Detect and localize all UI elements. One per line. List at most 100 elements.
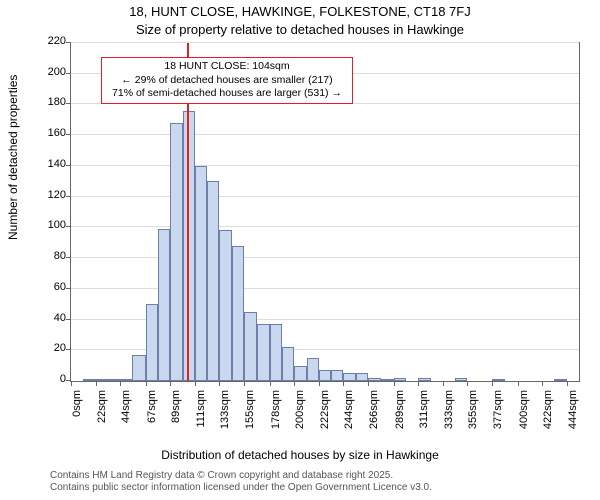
x-tick-label: 133sqm [219, 390, 231, 430]
x-tick-label: 400sqm [518, 390, 530, 430]
x-tick-label: 444sqm [567, 390, 579, 430]
histogram-bar [257, 324, 269, 381]
x-tick-mark [244, 382, 245, 386]
chart-container: { "title_line1": "18, HUNT CLOSE, HAWKIN… [0, 0, 600, 500]
gridline [71, 42, 579, 43]
y-tick-mark [66, 196, 70, 197]
x-tick-mark [343, 382, 344, 386]
x-tick-mark [443, 382, 444, 386]
x-tick-label: 89sqm [170, 390, 182, 430]
histogram-bar [219, 230, 231, 381]
x-tick-label: 355sqm [467, 390, 479, 430]
x-tick-label: 333sqm [443, 390, 455, 430]
x-tick-label: 44sqm [120, 390, 132, 430]
x-tick-label: 377sqm [492, 390, 504, 430]
x-tick-mark [319, 382, 320, 386]
histogram-bar [170, 123, 182, 381]
histogram-bar [270, 324, 282, 381]
chart-title-line1: 18, HUNT CLOSE, HAWKINGE, FOLKESTONE, CT… [0, 4, 600, 19]
x-tick-mark [368, 382, 369, 386]
x-tick-mark [219, 382, 220, 386]
y-tick-label: 120 [36, 189, 66, 201]
annotation-line3: 71% of semi-detached houses are larger (… [107, 87, 347, 101]
histogram-bar [554, 379, 566, 381]
x-tick-mark [170, 382, 171, 386]
y-tick-mark [66, 42, 70, 43]
histogram-bar [132, 355, 145, 381]
x-tick-label: 67sqm [146, 390, 158, 430]
chart-title-line2: Size of property relative to detached ho… [0, 22, 600, 37]
histogram-bar [455, 378, 467, 381]
y-tick-label: 20 [36, 342, 66, 354]
y-tick-mark [66, 226, 70, 227]
x-tick-mark [467, 382, 468, 386]
y-tick-mark [66, 134, 70, 135]
y-tick-label: 100 [36, 219, 66, 231]
y-tick-label: 180 [36, 96, 66, 108]
histogram-bar [232, 246, 244, 381]
x-tick-mark [394, 382, 395, 386]
x-tick-label: 422sqm [542, 390, 554, 430]
histogram-bar [195, 166, 207, 381]
y-tick-label: 160 [36, 127, 66, 139]
x-tick-mark [542, 382, 543, 386]
x-tick-mark [418, 382, 419, 386]
y-tick-mark [66, 349, 70, 350]
histogram-bar [368, 378, 381, 381]
histogram-bar [356, 373, 368, 381]
gridline [71, 134, 579, 135]
y-tick-mark [66, 288, 70, 289]
histogram-bar [492, 379, 505, 381]
y-tick-mark [66, 73, 70, 74]
footer-attribution: Contains HM Land Registry data © Crown c… [50, 470, 432, 494]
footer-line2: Contains public sector information licen… [50, 482, 432, 494]
annotation-box: 18 HUNT CLOSE: 104sqm← 29% of detached h… [101, 57, 353, 104]
x-tick-mark [567, 382, 568, 386]
x-tick-mark [146, 382, 147, 386]
x-tick-mark [195, 382, 196, 386]
x-axis-label: Distribution of detached houses by size … [0, 448, 600, 462]
y-tick-label: 80 [36, 250, 66, 262]
histogram-bar [146, 304, 158, 381]
y-tick-mark [66, 103, 70, 104]
histogram-bar [381, 379, 393, 381]
x-tick-mark [120, 382, 121, 386]
x-tick-label: 178sqm [270, 390, 282, 430]
x-tick-label: 266sqm [368, 390, 380, 430]
y-tick-label: 200 [36, 66, 66, 78]
x-tick-label: 0sqm [71, 390, 83, 430]
y-tick-label: 0 [36, 373, 66, 385]
y-tick-mark [66, 319, 70, 320]
x-tick-mark [492, 382, 493, 386]
y-tick-label: 140 [36, 158, 66, 170]
y-tick-label: 60 [36, 281, 66, 293]
histogram-bar [394, 378, 406, 381]
x-tick-mark [270, 382, 271, 386]
histogram-bar [343, 373, 355, 381]
y-axis-label: Number of detached properties [6, 75, 20, 240]
y-tick-label: 220 [36, 35, 66, 47]
x-tick-label: 111sqm [195, 390, 207, 430]
gridline [71, 288, 579, 289]
gridline [71, 226, 579, 227]
x-tick-label: 22sqm [96, 390, 108, 430]
y-tick-mark [66, 380, 70, 381]
gridline [71, 257, 579, 258]
x-tick-mark [71, 382, 72, 386]
x-tick-label: 222sqm [319, 390, 331, 430]
histogram-bar [120, 379, 132, 381]
histogram-bar [282, 347, 294, 381]
histogram-bar [244, 312, 257, 381]
x-tick-mark [96, 382, 97, 386]
gridline [71, 196, 579, 197]
x-tick-label: 311sqm [418, 390, 430, 430]
histogram-bar [158, 229, 170, 381]
histogram-bar [96, 379, 108, 381]
x-tick-label: 200sqm [294, 390, 306, 430]
annotation-line2: ← 29% of detached houses are smaller (21… [107, 74, 347, 88]
plot-area: 18 HUNT CLOSE: 104sqm← 29% of detached h… [70, 42, 580, 382]
x-tick-label: 289sqm [394, 390, 406, 430]
histogram-bar [331, 370, 343, 381]
histogram-bar [307, 358, 319, 381]
annotation-line1: 18 HUNT CLOSE: 104sqm [107, 60, 347, 74]
